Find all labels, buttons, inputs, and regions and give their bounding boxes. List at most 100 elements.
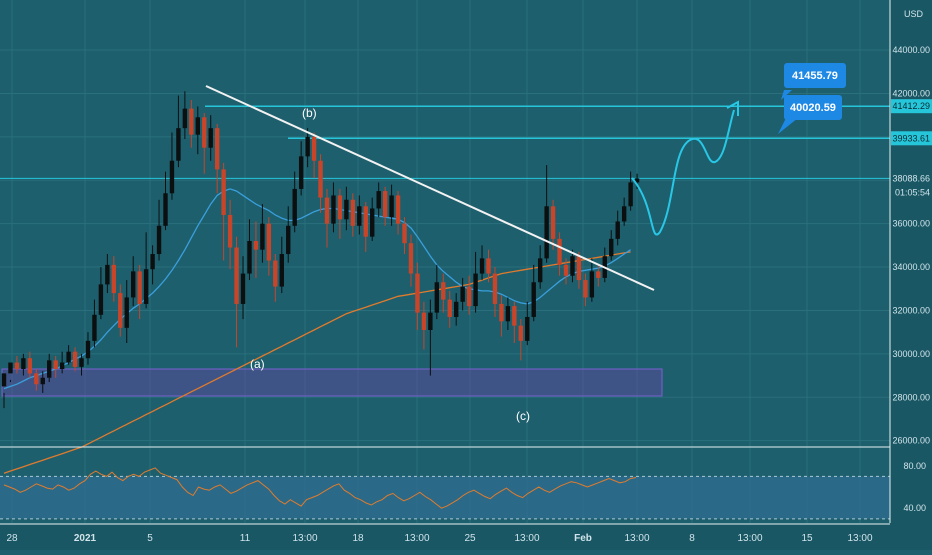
candle-body-5: [34, 373, 39, 385]
candle-body-20: [131, 271, 136, 298]
price-tick-5: 34000.00: [892, 262, 930, 272]
candle-body-74: [479, 258, 485, 274]
time-tick-9: Feb: [574, 533, 592, 544]
candle-body-9: [59, 362, 65, 370]
candle-body-80: [518, 325, 523, 341]
candle-body-11: [72, 351, 78, 367]
candle-body-52: [337, 195, 343, 220]
candle-body-59: [382, 191, 388, 218]
candle-body-96: [621, 206, 627, 222]
candle-body-62: [402, 223, 407, 244]
price-tick-4: 36000.00: [892, 219, 930, 229]
candle-body-45: [292, 188, 297, 226]
candle-body-30: [195, 117, 200, 135]
candle-body-88: [570, 256, 575, 276]
candle-body-51: [331, 195, 336, 224]
candle-body-81: [525, 316, 530, 341]
candle-body-31: [202, 117, 207, 148]
candle-body-50: [324, 197, 330, 224]
grid: [0, 0, 890, 523]
candle-body-18: [118, 293, 123, 328]
candle-body-2: [14, 362, 20, 370]
ma-long-line: [3, 251, 631, 474]
candle-body-0: [1, 373, 7, 387]
candle-body-13: [85, 340, 91, 359]
candle-body-39: [253, 241, 259, 250]
candle-body-24: [156, 225, 162, 255]
candle-body-71: [460, 286, 465, 302]
projection-arrowhead: [726, 100, 739, 116]
time-tick-7: 25: [464, 533, 476, 544]
candle-body-57: [370, 208, 375, 237]
ma-short-line: [3, 188, 631, 390]
ma-short-series: [3, 188, 631, 390]
price-axis-labels: 41412.29 39933.61 38088.66 01:05:54: [891, 99, 932, 197]
time-tick-8: 13:00: [514, 533, 539, 544]
descending-trendline[interactable]: [205, 85, 655, 291]
wave-label-c: (c): [516, 409, 530, 423]
candle-body-58: [376, 191, 381, 209]
horizontal-levels: [0, 105, 890, 179]
candle-body-33: [214, 128, 220, 170]
rsi-series: [3, 467, 637, 509]
candle-body-87: [563, 264, 569, 276]
rsi-band: [0, 476, 890, 519]
candle-body-8: [53, 360, 58, 370]
candle-body-72: [466, 286, 472, 307]
candle-body-29: [189, 108, 194, 135]
time-tick-6: 13:00: [404, 533, 429, 544]
candle-body-78: [505, 306, 511, 322]
candle-body-53: [344, 199, 349, 220]
candle-body-66: [428, 312, 433, 330]
price-tick-1: 42000.00: [892, 88, 930, 98]
rsi-axis-ticks: 80.00 40.00: [903, 461, 926, 513]
price-tick-0: 44000.00: [892, 45, 930, 55]
candle-body-86: [557, 238, 562, 265]
candle-body-1: [8, 362, 13, 374]
time-tick-11: 8: [689, 533, 695, 544]
candle-body-91: [589, 271, 595, 298]
candle-body-12: [79, 358, 84, 367]
candle-body-34: [221, 169, 226, 215]
price-tag-bg-0: [891, 99, 932, 114]
callout-bottom[interactable]: 40020.59: [778, 95, 842, 134]
candle-body-44: [286, 225, 291, 255]
candle-body-42: [273, 260, 278, 287]
time-tick-0: 28: [6, 533, 18, 544]
projection-path[interactable]: [631, 109, 735, 236]
candle-body-49: [318, 160, 323, 198]
time-tick-5: 18: [352, 533, 364, 544]
candle-body-43: [279, 254, 284, 287]
callout-top[interactable]: 41455.79: [781, 63, 846, 100]
candle-body-79: [512, 306, 517, 326]
candle-body-48: [311, 136, 317, 161]
candle-body-94: [609, 238, 614, 257]
candle-body-38: [247, 241, 252, 274]
candle-body-23: [150, 254, 155, 270]
candle-body-3: [21, 358, 26, 370]
time-tick-2: 5: [147, 533, 153, 544]
candle-body-75: [486, 258, 491, 274]
price-axis-panel[interactable]: [890, 0, 932, 550]
candle-body-28: [182, 108, 188, 129]
time-tick-3: 11: [240, 533, 251, 544]
rsi-guides: [0, 475, 890, 520]
support-zone[interactable]: [1, 368, 663, 397]
rsi-tick-0: 80.00: [903, 461, 926, 471]
candle-body-15: [98, 284, 104, 315]
candle-body-36: [234, 247, 239, 304]
candle-body-22: [143, 269, 149, 304]
candle-body-63: [408, 243, 414, 274]
time-tick-4: 13:00: [292, 533, 317, 544]
time-axis-panel[interactable]: [0, 524, 932, 550]
price-countdown: 01:05:54: [895, 187, 930, 197]
candle-body-97: [628, 182, 633, 207]
candle-body-76: [492, 273, 498, 304]
candle-body-73: [473, 273, 478, 307]
candle-body-95: [615, 221, 620, 239]
price-tick-8: 28000.00: [892, 392, 930, 402]
price-tick-9: 26000.00: [892, 436, 930, 446]
